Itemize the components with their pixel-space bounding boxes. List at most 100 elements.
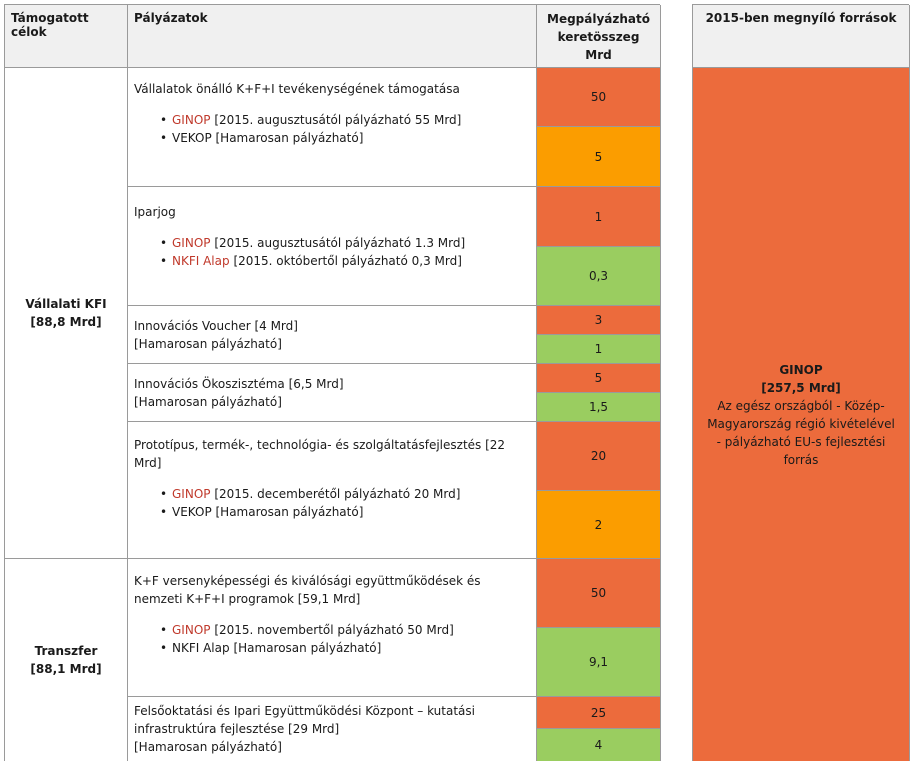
header-budget-line2: keretösszeg: [557, 30, 640, 44]
tender-title: Vállalatok önálló K+F+I tevékenységének …: [134, 82, 460, 96]
program-detail: [2015. decemberétől pályázható 20 Mrd]: [210, 487, 461, 501]
budget-value: 5: [594, 149, 603, 164]
program-label: NKFI Alap: [172, 254, 230, 268]
list-item: VEKOP [Hamarosan pályázható]: [134, 503, 530, 521]
tender-title-cont: nemzeti K+F+I programok [59,1 Mrd]: [134, 592, 361, 606]
group-transzfer-name: Transzfer: [34, 644, 98, 658]
header-target-goals: Támogatott célok: [5, 5, 128, 68]
budget-cell: 20: [537, 422, 661, 491]
tender-title: Prototípus, termék-, technológia- és szo…: [134, 438, 506, 452]
tender-status: [Hamarosan pályázható]: [134, 337, 282, 351]
header-tenders-label: Pályázatok: [134, 11, 208, 25]
tender-row-6: K+F versenyképességi és kiválósági együt…: [128, 559, 537, 697]
budget-cell: 3: [537, 306, 661, 335]
budget-value: 0,3: [588, 269, 609, 283]
header-budget-line3: Mrd: [585, 48, 612, 62]
tender-title: Felsőoktatási és Ipari Együttműködési Kö…: [134, 704, 475, 718]
program-label: VEKOP: [172, 131, 212, 145]
list-item: GINOP [2015. augusztusától pályázható 55…: [134, 111, 530, 129]
program-label: GINOP: [172, 113, 211, 127]
budget-cell: 2: [537, 491, 661, 559]
tender-bullets: GINOP [2015. augusztusától pályázható 1.…: [134, 234, 530, 270]
program-label: GINOP: [172, 487, 211, 501]
budget-value: 1: [594, 342, 603, 356]
program-label: GINOP: [172, 236, 211, 250]
tender-row-2: Iparjog GINOP [2015. augusztusától pályá…: [128, 187, 537, 306]
tender-title: Innovációs Ökoszisztéma [6,5 Mrd]: [134, 377, 344, 391]
tender-title-cont: Mrd]: [134, 456, 162, 470]
budget-value: 2: [594, 517, 603, 532]
sources-desc-line2: Magyarország régió kivételével: [707, 416, 895, 431]
budget-cell: 5: [537, 364, 661, 393]
header-tenders: Pályázatok: [128, 5, 537, 68]
header-sources-label: 2015-ben megnyíló források: [705, 11, 897, 25]
tender-title: Innovációs Voucher [4 Mrd]: [134, 319, 298, 333]
tender-title-cont: infrastruktúra fejlesztése [29 Mrd]: [134, 722, 340, 736]
program-label: VEKOP: [172, 505, 212, 519]
tender-row-1: Vállalatok önálló K+F+I tevékenységének …: [128, 68, 537, 187]
program-detail: [2015. novembertől pályázható 50 Mrd]: [210, 623, 454, 637]
sources-name: GINOP: [779, 362, 823, 377]
budget-cell: 4: [537, 729, 661, 761]
sources-cell: GINOP [257,5 Mrd] Az egész országból - K…: [693, 68, 910, 761]
budget-value: 5: [594, 371, 603, 385]
tender-row-5: Prototípus, termék-, technológia- és szo…: [128, 422, 537, 559]
sources-desc-line4: forrás: [783, 452, 819, 467]
header-target-goals-label: Támogatott célok: [11, 11, 89, 39]
program-label: NKFI Alap: [172, 641, 230, 655]
list-item: GINOP [2015. novembertől pályázható 50 M…: [134, 621, 530, 639]
budget-cell: 9,1: [537, 628, 661, 697]
program-detail: [Hamarosan pályázható]: [211, 131, 364, 145]
budget-value: 1,5: [588, 400, 609, 414]
list-item: NKFI Alap [Hamarosan pályázható]: [134, 639, 530, 657]
budget-value: 20: [590, 449, 607, 463]
budget-value: 25: [590, 705, 607, 720]
group-kfi-amount: [88,8 Mrd]: [30, 315, 102, 329]
budget-cell: 1: [537, 187, 661, 247]
budget-value: 1: [594, 209, 603, 224]
program-detail: [2015. októbertől pályázható 0,3 Mrd]: [229, 254, 462, 268]
tender-title: Iparjog: [134, 205, 176, 219]
header-budget: Megpályázható keretösszeg Mrd: [537, 5, 661, 68]
group-kfi: Vállalati KFI [88,8 Mrd]: [5, 68, 128, 559]
budget-value: 9,1: [588, 655, 609, 669]
group-kfi-name: Vállalati KFI: [25, 297, 107, 311]
group-transzfer-amount: [88,1 Mrd]: [30, 662, 102, 676]
budget-cell: 5: [537, 127, 661, 187]
group-transzfer: Transzfer [88,1 Mrd]: [5, 559, 128, 761]
budget-value: 4: [594, 738, 603, 752]
tender-row-3: Innovációs Voucher [4 Mrd] [Hamarosan pá…: [128, 306, 537, 364]
tender-bullets: GINOP [2015. augusztusától pályázható 55…: [134, 111, 530, 147]
sources-amount: [257,5 Mrd]: [761, 380, 841, 395]
tender-status: [Hamarosan pályázható]: [134, 740, 282, 754]
budget-cell: 0,3: [537, 247, 661, 306]
budget-cell: 50: [537, 559, 661, 628]
tender-row-4: Innovációs Ökoszisztéma [6,5 Mrd] [Hamar…: [128, 364, 537, 422]
list-item: GINOP [2015. decemberétől pályázható 20 …: [134, 485, 530, 503]
list-item: GINOP [2015. augusztusától pályázható 1.…: [134, 234, 530, 252]
header-sources: 2015-ben megnyíló források: [693, 5, 910, 68]
budget-cell: 1,5: [537, 393, 661, 422]
tender-bullets: GINOP [2015. decemberétől pályázható 20 …: [134, 485, 530, 521]
budget-cell: 25: [537, 697, 661, 729]
program-detail: [2015. augusztusától pályázható 1.3 Mrd]: [210, 236, 466, 250]
budget-cell: 1: [537, 335, 661, 364]
tender-row-7: Felsőoktatási és Ipari Együttműködési Kö…: [128, 697, 537, 761]
sources-desc-line3: - pályázható EU-s fejlesztési: [716, 434, 886, 449]
budget-value: 50: [590, 90, 607, 104]
header-budget-line1: Megpályázható: [547, 12, 650, 26]
program-label: GINOP: [172, 623, 211, 637]
sources-desc-line1: Az egész országból - Közép-: [717, 398, 885, 413]
list-item: NKFI Alap [2015. októbertől pályázható 0…: [134, 252, 530, 270]
list-item: VEKOP [Hamarosan pályázható]: [134, 129, 530, 147]
tender-title: K+F versenyképességi és kiválósági együt…: [134, 574, 481, 588]
budget-value: 3: [594, 313, 603, 327]
budget-cell: 50: [537, 68, 661, 127]
program-detail: [Hamarosan pályázható]: [211, 505, 364, 519]
sources-outline: [692, 4, 909, 761]
tender-status: [Hamarosan pályázható]: [134, 395, 282, 409]
program-detail: [Hamarosan pályázható]: [229, 641, 382, 655]
tender-bullets: GINOP [2015. novembertől pályázható 50 M…: [134, 621, 530, 657]
table-outline: [4, 4, 660, 761]
program-detail: [2015. augusztusától pályázható 55 Mrd]: [210, 113, 462, 127]
